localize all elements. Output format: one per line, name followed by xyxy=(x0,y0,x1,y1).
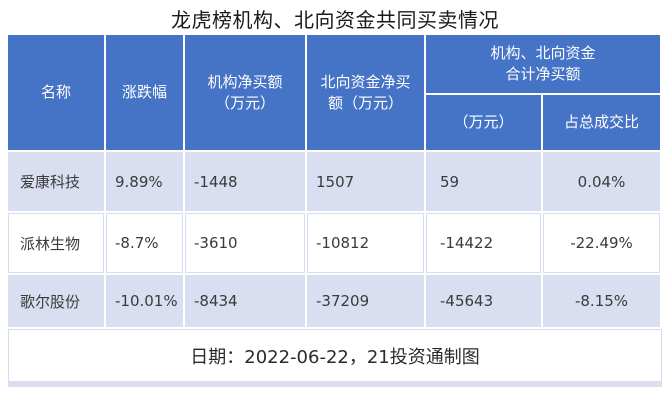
table-row: 派林生物 -8.7% -3610 -10812 -14422 -22.49% xyxy=(8,213,663,275)
table-row: 歌尔股份 -10.01% -8434 -37209 -45643 -8.15% xyxy=(8,275,663,329)
footer-row: 日期：2022-06-22，21投资通制图 xyxy=(8,329,663,387)
cell-turnover-pct: -22.49% xyxy=(543,213,663,275)
cell-stock-name: 派林生物 xyxy=(8,213,106,275)
cell-change-pct: 9.89% xyxy=(106,152,185,213)
col-header-change: 涨跌幅 xyxy=(106,35,185,152)
cell-inst-net: -8434 xyxy=(185,275,307,329)
chart-title: 龙虎榜机构、北向资金共同买卖情况 xyxy=(171,8,499,32)
data-table: 名称 涨跌幅 机构净买额 （万元） 北向资金净买 额（万元） 机构、北向资金 合… xyxy=(8,35,663,387)
source-note: 日期：2022-06-22，21投资通制图 xyxy=(8,329,663,387)
cell-combined-net: -45643 xyxy=(426,275,543,329)
cell-stock-name: 歌尔股份 xyxy=(8,275,106,329)
cell-north-net: 1507 xyxy=(307,152,426,213)
cell-north-net: -37209 xyxy=(307,275,426,329)
col-header-combined-amount: （万元） xyxy=(426,95,543,152)
col-header-combined-group: 机构、北向资金 合计净买额 xyxy=(426,35,663,95)
col-header-north-net-buy: 北向资金净买 额（万元） xyxy=(307,35,426,152)
cell-north-net: -10812 xyxy=(307,213,426,275)
cell-inst-net: -1448 xyxy=(185,152,307,213)
cell-combined-net: -14422 xyxy=(426,213,543,275)
cell-change-pct: -8.7% xyxy=(106,213,185,275)
cell-stock-name: 爱康科技 xyxy=(8,152,106,213)
cell-change-pct: -10.01% xyxy=(106,275,185,329)
header-row-top: 名称 涨跌幅 机构净买额 （万元） 北向资金净买 额（万元） 机构、北向资金 合… xyxy=(8,35,663,152)
col-header-combined-pct: 占总成交比 xyxy=(543,95,663,152)
col-header-inst-net-buy: 机构净买额 （万元） xyxy=(185,35,307,152)
cell-turnover-pct: -8.15% xyxy=(543,275,663,329)
cell-inst-net: -3610 xyxy=(185,213,307,275)
col-header-name: 名称 xyxy=(8,35,106,152)
cell-combined-net: 59 xyxy=(426,152,543,213)
cell-turnover-pct: 0.04% xyxy=(543,152,663,213)
header-row-bottom: （万元） 占总成交比 xyxy=(8,95,663,152)
table-row: 爱康科技 9.89% -1448 1507 59 0.04% xyxy=(8,152,663,213)
